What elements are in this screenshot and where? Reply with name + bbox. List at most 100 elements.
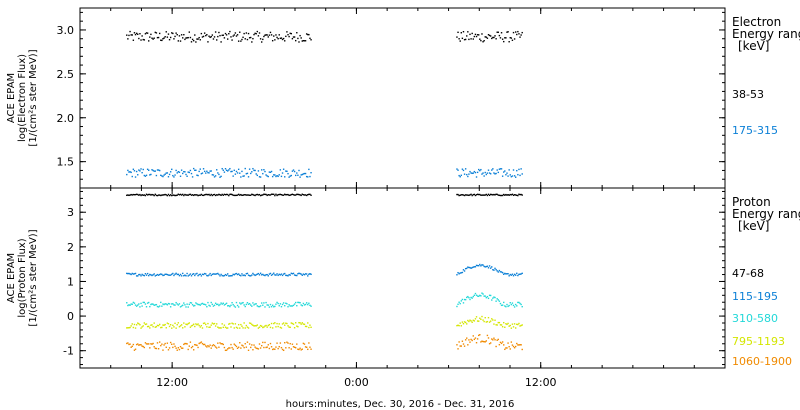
data-point xyxy=(464,321,467,324)
series-47-68 xyxy=(126,193,523,197)
data-point xyxy=(154,347,156,350)
data-point xyxy=(288,304,290,306)
data-point xyxy=(271,175,274,178)
data-point xyxy=(456,274,458,276)
data-point xyxy=(267,304,269,306)
data-point xyxy=(516,342,518,345)
data-point xyxy=(463,270,466,272)
data-point xyxy=(151,303,153,305)
data-point xyxy=(256,273,259,275)
data-point xyxy=(481,33,483,35)
data-point xyxy=(222,169,225,171)
data-point xyxy=(460,325,463,327)
data-point xyxy=(287,172,289,175)
data-point xyxy=(309,304,311,307)
data-point xyxy=(486,295,489,298)
data-point xyxy=(268,194,271,196)
data-point xyxy=(152,342,154,345)
data-point xyxy=(302,302,305,305)
data-point xyxy=(219,303,221,306)
data-point xyxy=(139,324,141,326)
data-point xyxy=(474,194,477,197)
data-point xyxy=(457,169,459,171)
data-point xyxy=(520,168,522,170)
data-point xyxy=(284,193,286,195)
data-point xyxy=(270,322,273,325)
data-point xyxy=(506,172,508,174)
data-point xyxy=(135,170,138,173)
data-point xyxy=(509,273,511,276)
data-point xyxy=(173,194,175,196)
data-point xyxy=(303,172,306,175)
data-point xyxy=(172,303,174,305)
data-point xyxy=(198,342,200,345)
data-point xyxy=(246,272,249,275)
data-point xyxy=(289,342,291,345)
data-point xyxy=(494,173,496,175)
data-point xyxy=(241,344,243,346)
data-point xyxy=(241,170,243,173)
data-point xyxy=(137,304,139,306)
data-point xyxy=(130,325,132,327)
data-point xyxy=(459,345,461,347)
data-point xyxy=(468,296,470,299)
data-point xyxy=(127,327,129,329)
data-point xyxy=(169,194,172,196)
data-point xyxy=(231,274,233,277)
data-point xyxy=(492,194,494,196)
data-point xyxy=(466,323,468,325)
data-point xyxy=(282,37,285,40)
data-point xyxy=(462,269,465,271)
data-point xyxy=(229,30,231,33)
data-point xyxy=(268,324,271,326)
data-point xyxy=(218,304,220,307)
data-point xyxy=(462,31,465,33)
data-point xyxy=(516,194,518,197)
data-point xyxy=(482,340,484,343)
data-point xyxy=(481,340,483,342)
data-point xyxy=(292,304,295,307)
data-point xyxy=(208,274,210,276)
data-point xyxy=(251,41,253,43)
data-point xyxy=(235,170,238,173)
data-point xyxy=(178,171,181,173)
data-point xyxy=(285,322,287,324)
data-point xyxy=(484,171,486,174)
data-point xyxy=(479,193,481,196)
data-point xyxy=(497,338,499,341)
data-point xyxy=(205,345,207,347)
data-point xyxy=(225,327,228,329)
data-point xyxy=(150,274,152,276)
data-point xyxy=(128,171,130,173)
data-point xyxy=(168,173,171,176)
data-point xyxy=(145,193,148,195)
data-point xyxy=(242,327,244,329)
data-point xyxy=(172,174,174,177)
data-point xyxy=(265,174,267,176)
data-point xyxy=(212,194,215,196)
data-point xyxy=(478,264,480,267)
data-point xyxy=(295,174,297,177)
data-point xyxy=(190,275,193,277)
data-point xyxy=(208,304,210,307)
data-point xyxy=(274,322,276,324)
data-point xyxy=(155,32,158,34)
data-point xyxy=(216,323,218,325)
data-point xyxy=(197,194,199,197)
data-point xyxy=(161,39,163,42)
data-point xyxy=(219,327,221,329)
data-point xyxy=(153,346,155,348)
data-point xyxy=(148,274,150,277)
data-point xyxy=(462,323,465,325)
data-point xyxy=(269,171,272,173)
data-point xyxy=(137,174,139,176)
data-point xyxy=(216,303,218,306)
data-point xyxy=(457,193,459,196)
data-point xyxy=(493,296,495,298)
data-point xyxy=(262,172,264,175)
data-point xyxy=(461,37,464,40)
data-point xyxy=(184,171,186,173)
data-point xyxy=(175,32,177,34)
data-point xyxy=(484,341,486,343)
